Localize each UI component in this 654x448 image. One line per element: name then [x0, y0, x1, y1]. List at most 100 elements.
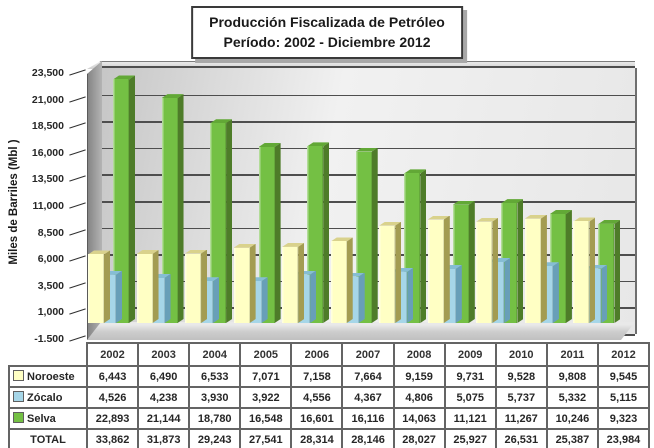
- legend-swatch-icon: [13, 391, 24, 402]
- bar-top-face: [88, 250, 110, 255]
- bar-side-face: [262, 277, 268, 323]
- y-tick-label-13500: 13,500: [31, 173, 64, 186]
- bar-top-face: [536, 262, 559, 267]
- bar-noroeste-2010: [476, 217, 499, 324]
- table-year-header-2004: 2004: [188, 342, 242, 367]
- table-cell-selva-2007: 16,116: [341, 407, 395, 430]
- bar-side-face: [407, 268, 413, 323]
- table-cell-total-2002: 33,862: [85, 428, 140, 448]
- bar-top-face: [136, 249, 159, 254]
- y-tick-mark-6000: [69, 255, 86, 262]
- bar-top-face: [476, 217, 499, 222]
- bar-side-face: [444, 216, 450, 324]
- bar-top-face: [342, 272, 365, 277]
- table-cell-noroeste-2006: 7,158: [290, 365, 344, 388]
- table-header-row: 2002 2003 2004 2005 2006 2007 2008 2009 2010 2011…: [9, 342, 651, 367]
- bar-front-face: [136, 253, 153, 324]
- table-year-header-2006: 2006: [290, 342, 344, 367]
- data-table: 2002 2003 2004 2005 2006 2007 2008 2009 2010 2011…: [8, 342, 651, 448]
- table-year-header-2008: 2008: [392, 342, 446, 367]
- bar-side-face: [310, 271, 316, 323]
- bar-front-face: [113, 79, 129, 324]
- chart-title-box: Producción Fiscalizada de Petróleo Perío…: [191, 6, 463, 59]
- table-corner-cell: [9, 343, 87, 366]
- bar-side-face: [456, 265, 462, 323]
- bar-noroeste-2005: [233, 243, 256, 324]
- gridline-23500: [101, 66, 635, 68]
- table-cell-selva-2005: 16,548: [239, 407, 293, 430]
- bar-side-face: [372, 148, 378, 323]
- bar-top-face: [113, 75, 135, 80]
- bar-front-face: [185, 253, 202, 324]
- bar-side-face: [129, 75, 135, 323]
- legend-item-zcalo: Zócalo: [8, 386, 88, 409]
- table-cell-selva-2011: 10,246: [545, 407, 599, 430]
- table-cell-noroeste-2004: 6,533: [188, 365, 242, 388]
- table-cell-zcalo-2010: 5,737: [494, 386, 548, 409]
- table-cell-noroeste-2009: 9,731: [443, 365, 497, 388]
- bar-side-face: [517, 199, 523, 323]
- table-cell-selva-2006: 16,601: [290, 407, 344, 430]
- bar-side-face: [601, 265, 607, 323]
- table-cell-total-2004: 29,243: [188, 428, 242, 448]
- table-cell-zcalo-2012: 5,115: [596, 386, 651, 409]
- bar-selva-2003: [161, 94, 184, 324]
- table-cell-zcalo-2005: 3,922: [239, 386, 293, 409]
- bar-noroeste-2012: [573, 217, 596, 324]
- bar-side-face: [566, 210, 572, 323]
- bar-side-face: [504, 258, 510, 323]
- bar-noroeste-2003: [136, 249, 159, 324]
- bar-noroeste-2007: [330, 237, 353, 324]
- bar-front-face: [379, 225, 396, 324]
- bar-side-face: [420, 169, 426, 323]
- bar-top-face: [185, 249, 208, 254]
- y-tick-mark-3500: [69, 282, 86, 289]
- bar-top-face: [391, 267, 414, 272]
- y-tick-label-3500: 3,500: [37, 279, 64, 292]
- bar-side-face: [323, 142, 329, 323]
- bar-top-face: [549, 210, 572, 215]
- y-tick-label-16000: 16,000: [31, 146, 64, 159]
- bar-front-face: [88, 254, 104, 324]
- table-cell-selva-2010: 11,267: [494, 407, 548, 430]
- table-cell-total-2006: 28,314: [290, 428, 344, 448]
- bar-side-face: [553, 262, 559, 323]
- bar-front-face: [476, 221, 493, 324]
- y-tick-label-23500: 23,500: [31, 67, 64, 79]
- bar-side-face: [275, 143, 281, 323]
- table-row-noroeste: Noroeste 6,443 6,490 6,533 7,071 7,158 7,664 9,…: [8, 365, 651, 388]
- table-cell-noroeste-2005: 7,071: [239, 365, 293, 388]
- table-year-header-2012: 2012: [596, 342, 651, 367]
- table-cell-zcalo-2008: 4,806: [392, 386, 446, 409]
- bar-top-face: [379, 221, 402, 226]
- table-cell-zcalo-2006: 4,556: [290, 386, 344, 409]
- table-cell-noroeste-2003: 6,490: [137, 365, 191, 388]
- table-cell-noroeste-2011: 9,808: [545, 365, 599, 388]
- bar-top-face: [148, 273, 171, 278]
- y-tick-mark-8500: [69, 228, 86, 236]
- bar-side-face: [347, 237, 353, 323]
- bar-side-face: [178, 94, 184, 323]
- bar-top-face: [245, 277, 268, 282]
- y-tick-label-1000: 1,000: [37, 306, 64, 319]
- y-tick-mark-23500: [69, 69, 86, 76]
- bar-side-face: [201, 250, 207, 324]
- y-tick-mark--1500: [69, 335, 86, 342]
- table-year-header-2005: 2005: [239, 342, 293, 367]
- bar-top-face: [161, 94, 184, 99]
- legend-swatch-icon: [13, 412, 24, 423]
- table-row-zcalo: Zócalo 4,526 4,238 3,930 3,922 4,556 4,367 4,80…: [8, 386, 651, 409]
- y-tick-mark-11000: [69, 202, 86, 209]
- table-cell-total-2011: 25,387: [545, 428, 599, 448]
- bar-side-face: [250, 244, 256, 323]
- chart-title-line1: Producción Fiscalizada de Petróleo: [209, 14, 445, 30]
- table-cell-total-2012: 23,984: [596, 428, 651, 448]
- bar-top-face: [573, 217, 596, 222]
- table-cell-noroeste-2007: 7,664: [341, 365, 395, 388]
- bar-side-face: [153, 250, 159, 323]
- table-cell-selva-2008: 14,063: [392, 407, 446, 430]
- table-cell-total-2008: 28,027: [392, 428, 446, 448]
- bar-side-face: [541, 215, 547, 323]
- bar-top-face: [210, 119, 233, 124]
- y-tick-label-18500: 18,500: [31, 120, 64, 133]
